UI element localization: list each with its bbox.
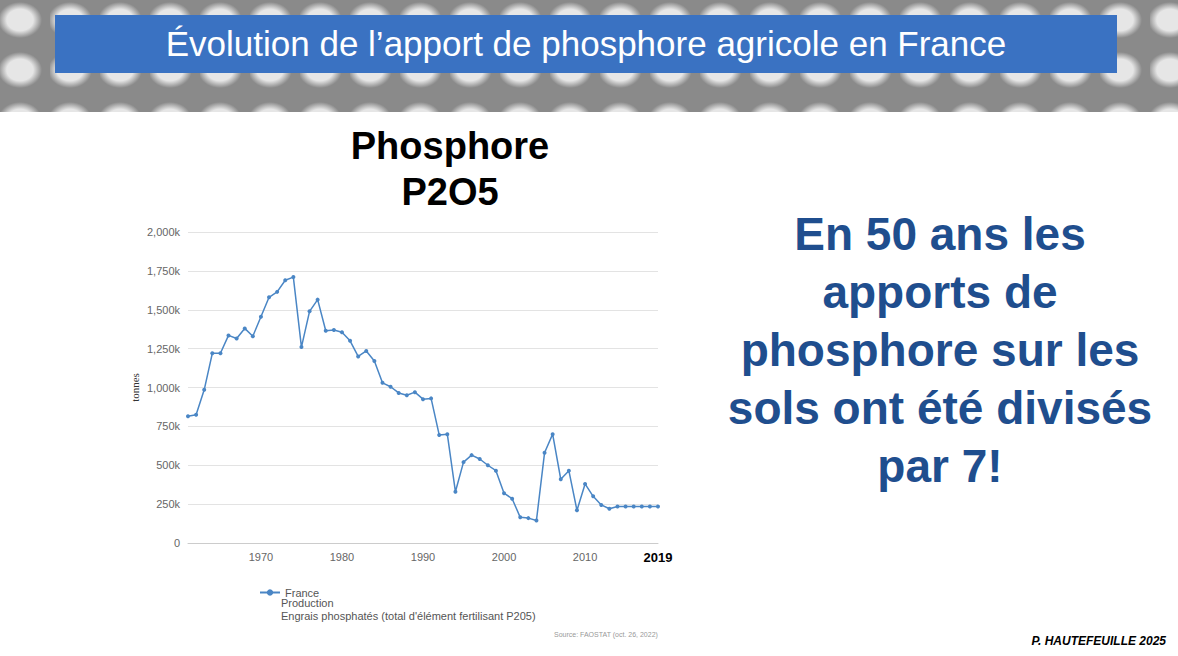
html-text:Évolution de l’apport de phosp: Évolution de l’apport de phosphore agric… bbox=[165, 24, 1007, 63]
svg-text:2,000k: 2,000k bbox=[147, 226, 181, 238]
html-text:P. HAUTEFEUILLE 2025: P. HAUTEFEUILLE 2025 bbox=[1031, 634, 1166, 648]
svg-text:2019: 2019 bbox=[644, 550, 673, 565]
svg-text:1,500k: 1,500k bbox=[147, 304, 181, 316]
svg-text:Engrais phosphatés (total d'él: Engrais phosphatés (total d'élément fert… bbox=[281, 610, 536, 622]
svg-text:Source: FAOSTAT (oct. 26, 2022: Source: FAOSTAT (oct. 26, 2022) bbox=[554, 631, 658, 639]
svg-text:2000: 2000 bbox=[492, 551, 516, 563]
svg-text:2010: 2010 bbox=[573, 551, 597, 563]
svg-text:500k: 500k bbox=[156, 459, 180, 471]
svg-text:750k: 750k bbox=[156, 420, 180, 432]
svg-text:250k: 250k bbox=[156, 498, 180, 510]
svg-text:France: France bbox=[285, 587, 319, 599]
svg-text:Phosphore: Phosphore bbox=[351, 125, 549, 167]
svg-text:1,750k: 1,750k bbox=[147, 265, 181, 277]
svg-text:1990: 1990 bbox=[411, 551, 435, 563]
svg-text:1,250k: 1,250k bbox=[147, 343, 181, 355]
svg-text:1970: 1970 bbox=[249, 551, 273, 563]
svg-text:1,000k: 1,000k bbox=[147, 382, 181, 394]
svg-text:0: 0 bbox=[174, 537, 180, 549]
svg-text:1980: 1980 bbox=[330, 551, 354, 563]
svg-text:Production: Production bbox=[281, 596, 334, 609]
svg-text:tonnes: tonnes bbox=[129, 373, 141, 402]
html-text:En 50 ans les apports de phosp: En 50 ans les apports de phosphore sur l… bbox=[727, 208, 1153, 492]
svg-text:P2O5: P2O5 bbox=[401, 171, 498, 213]
